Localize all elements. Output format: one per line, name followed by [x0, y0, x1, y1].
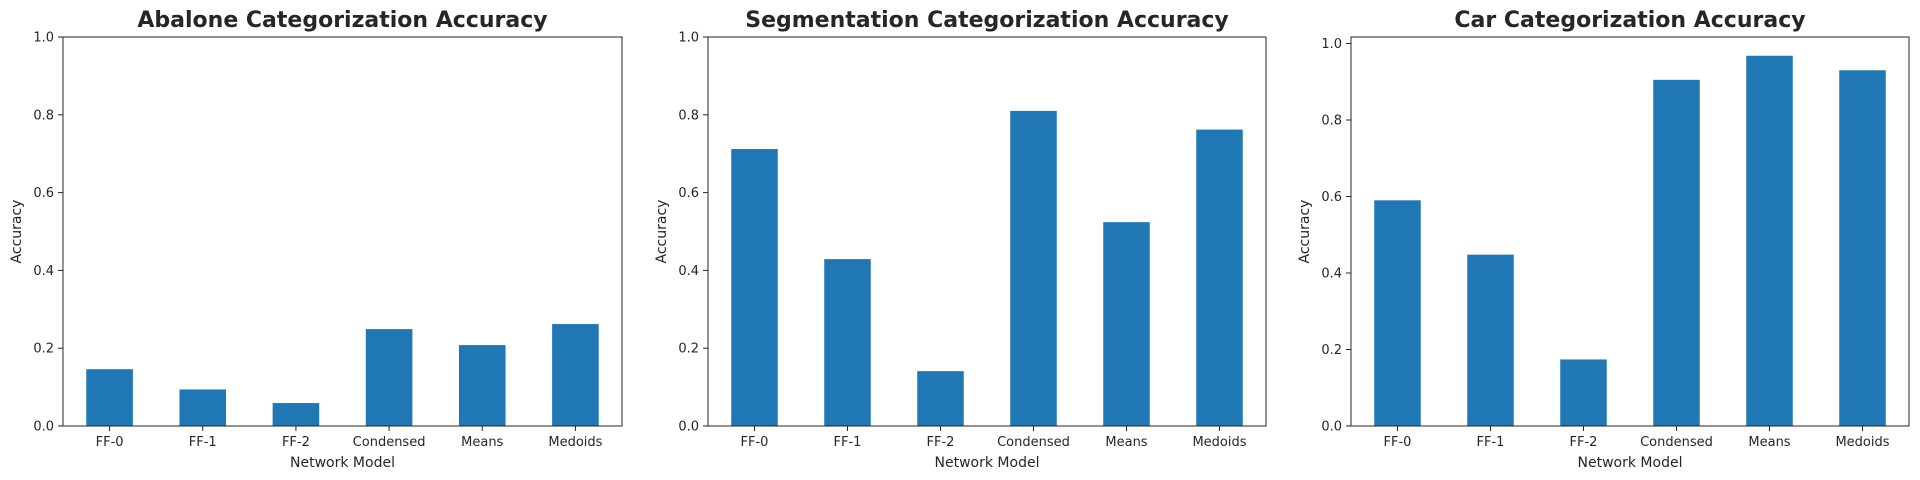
y-tick-label: 0.2 — [33, 342, 54, 357]
chart-panel-3: FF-0 FF-1 FF-2 Condensed Means Medoids 0.0 0.2 0… — [1297, 8, 1910, 471]
bar-condensed — [1010, 110, 1057, 426]
y-tick-label: 0.8 — [33, 108, 54, 123]
bar-condensed — [1653, 79, 1700, 426]
y-tick-label: 0.4 — [678, 264, 699, 279]
bar-ff-1 — [179, 389, 227, 426]
x-tick-label: FF-0 — [96, 435, 124, 450]
x-tick-label: FF-2 — [282, 435, 310, 450]
y-axis-label: Accuracy — [654, 200, 670, 264]
bar-ff-2 — [917, 371, 964, 426]
y-tick-label: 1.0 — [33, 31, 54, 46]
bar-ff-0 — [731, 149, 778, 427]
y-tick-label: 0.0 — [33, 420, 54, 435]
chart-title: Abalone Categorization Accuracy — [137, 8, 547, 33]
plot-frame — [62, 36, 623, 427]
y-tick-label: 0.2 — [678, 342, 699, 357]
plot-frame — [1350, 36, 1910, 427]
x-tick-label: FF-0 — [1384, 435, 1412, 450]
y-tick-label: 0.8 — [678, 108, 699, 123]
bar-medoids — [1196, 129, 1243, 426]
bar-means — [1103, 222, 1150, 426]
bar-means — [458, 345, 506, 426]
bar-means — [1746, 55, 1793, 427]
plot-frame — [707, 36, 1267, 427]
x-tick-label: Medoids — [1192, 435, 1246, 450]
bar-ff-1 — [824, 259, 871, 426]
y-tick-label: 0.8 — [1321, 114, 1342, 129]
y-axis-label: Accuracy — [1297, 200, 1313, 264]
x-tick-label: Means — [1748, 435, 1790, 450]
x-axis-label: Network Model — [290, 455, 395, 471]
y-tick-label: 0.4 — [1321, 267, 1342, 282]
y-tick-label: 0.2 — [1321, 343, 1342, 358]
bar-medoids — [552, 324, 599, 426]
x-tick-label: Medoids — [548, 435, 602, 450]
y-tick-label: 0.0 — [1321, 420, 1342, 435]
x-tick-label: Condensed — [997, 435, 1070, 450]
y-tick-label: 0.4 — [33, 264, 54, 279]
x-tick-label: Means — [461, 435, 503, 450]
x-tick-label: FF-2 — [1570, 435, 1598, 450]
chart-panel-2: FF-0 FF-1 FF-2 Condensed Means Medoids 0.0 0.2 0… — [654, 8, 1267, 471]
bar-ff-0 — [86, 369, 133, 426]
x-tick-label: Condensed — [353, 435, 426, 450]
bar-ff-2 — [1560, 359, 1607, 426]
y-tick-label: 0.0 — [678, 420, 699, 435]
x-tick-label: FF-2 — [927, 435, 955, 450]
chart-title: Segmentation Categorization Accuracy — [745, 8, 1229, 33]
y-tick-label: 0.6 — [678, 186, 699, 201]
chart-panel-1: FF-0 FF-1 FF-2 Condensed Means Medoids 0.0 0.2 0… — [9, 8, 623, 471]
x-axis-label: Network Model — [1578, 455, 1683, 471]
y-tick-label: 1.0 — [678, 31, 699, 46]
x-tick-label: FF-0 — [741, 435, 769, 450]
y-tick-label: 0.6 — [33, 186, 54, 201]
bar-ff-0 — [1374, 200, 1421, 426]
x-tick-label: Condensed — [1640, 435, 1713, 450]
x-tick-label: Means — [1105, 435, 1147, 450]
y-tick-label: 0.6 — [1321, 190, 1342, 205]
bar-ff-2 — [272, 403, 320, 426]
x-tick-label: FF-1 — [1477, 435, 1505, 450]
y-axis-label: Accuracy — [9, 200, 25, 264]
chart-title: Car Categorization Accuracy — [1454, 8, 1805, 33]
y-tick-label: 1.0 — [1321, 37, 1342, 52]
x-tick-label: FF-1 — [189, 435, 217, 450]
bar-ff-1 — [1467, 254, 1514, 426]
x-axis-label: Network Model — [935, 455, 1040, 471]
bar-condensed — [365, 329, 413, 426]
bar-medoids — [1839, 70, 1886, 426]
x-tick-label: Medoids — [1835, 435, 1889, 450]
x-tick-label: FF-1 — [834, 435, 862, 450]
